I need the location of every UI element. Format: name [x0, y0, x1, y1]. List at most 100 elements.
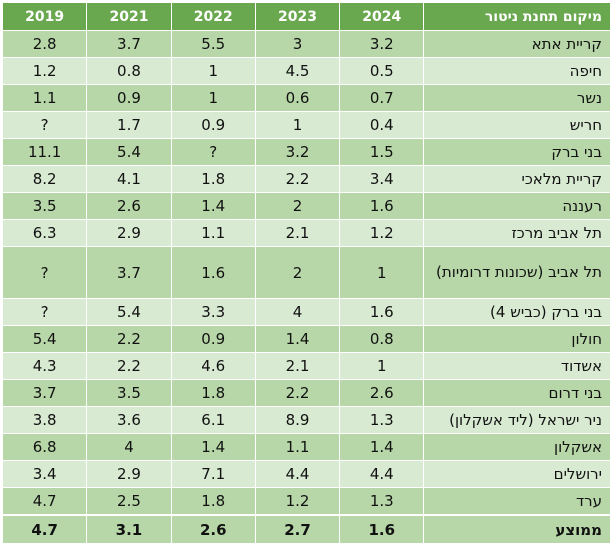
value-2024: 1.6	[339, 298, 425, 326]
value-2023: 2.1	[254, 219, 341, 247]
value-2023: 2.2	[254, 165, 341, 193]
average-label: ממוצע	[423, 514, 611, 544]
value-2024: 1.6	[339, 192, 425, 220]
value-2023: 2	[254, 192, 341, 220]
value-2022: 0.9	[170, 325, 256, 353]
value-2024: 1.5	[339, 138, 425, 166]
value-2023: 2.1	[254, 352, 341, 380]
value-2023: 8.9	[254, 406, 341, 434]
value-2019: 3.5	[1, 192, 88, 220]
header-year-2022: 2022	[170, 2, 256, 31]
value-2019: 11.1	[1, 138, 88, 166]
station-location: ערד	[423, 487, 611, 516]
table-row: תל אביב (שכונות דרומיות) 1 2 1.6 3.7?	[1, 246, 611, 299]
table-body: קריית אתא 3.2 3 5.5 3.7 2.8 חיפה 0.5 4.5 1 0.8 1.2 נ…	[1, 30, 611, 516]
value-2022: 1.8	[170, 165, 256, 193]
station-location: קריית מלאכי	[423, 165, 611, 193]
value-2021: 0.9	[86, 84, 172, 112]
value-2023: 4	[254, 298, 341, 326]
value-2022: 7.1	[170, 460, 256, 488]
table-row: ירושלים 4.4 4.4 7.1 2.9 3.4	[1, 460, 611, 488]
table-row: קריית אתא 3.2 3 5.5 3.7 2.8	[1, 30, 611, 58]
value-2021: 1.7	[86, 111, 172, 139]
value-2021: 2.9	[86, 460, 172, 488]
average-2021: 3.1	[86, 514, 172, 544]
value-2022: ?	[170, 138, 256, 166]
average-2024: 1.6	[339, 514, 425, 544]
table-row: רעננה 1.6 2 1.4 2.6 3.5	[1, 192, 611, 220]
value-2022: 1.1	[170, 219, 256, 247]
value-2022: 6.1	[170, 406, 256, 434]
station-location: תל אביב (שכונות דרומיות)	[423, 246, 611, 299]
station-location: אשקלון	[423, 433, 611, 461]
value-2021: 3.7	[86, 246, 172, 299]
value-2019: 3.8	[1, 406, 88, 434]
average-2022: 2.6	[170, 514, 256, 544]
table-row: ניר ישראל (ליד אשקלון) 1.3 8.9 6.1 3.6 3.8	[1, 406, 611, 434]
table-row: בני ברק (כביש 4) 1.6 4 3.3 5.4?	[1, 298, 611, 326]
value-2022: 1	[170, 57, 256, 85]
value-2024: 0.4	[339, 111, 425, 139]
value-2023: 3	[254, 30, 341, 58]
value-2019: ?	[1, 111, 88, 139]
value-2022: 1	[170, 84, 256, 112]
station-location: חולון	[423, 325, 611, 353]
average-row: ממוצע 1.6 2.7 2.6 3.1 4.7	[1, 514, 611, 544]
value-2021: 3.5	[86, 379, 172, 407]
value-2023: 2	[254, 246, 341, 299]
header-year-2023: 2023	[254, 2, 341, 31]
value-2021: 3.6	[86, 406, 172, 434]
table-row: בני ברק 1.5 3.2? 5.4 11.1	[1, 138, 611, 166]
station-location: בני ברק	[423, 138, 611, 166]
header-location: מיקום תחנת ניטור	[423, 2, 611, 31]
value-2019: 3.4	[1, 460, 88, 488]
table-row: חיפה 0.5 4.5 1 0.8 1.2	[1, 57, 611, 85]
table-row: חולון 0.8 1.4 0.9 2.2 5.4	[1, 325, 611, 353]
table-row: תל אביב מרכז 1.2 2.1 1.1 2.9 6.3	[1, 219, 611, 247]
value-2024: 1.2	[339, 219, 425, 247]
value-2019: 2.8	[1, 30, 88, 58]
value-2023: 3.2	[254, 138, 341, 166]
table-row: נשר 0.7 0.6 1 0.9 1.1	[1, 84, 611, 112]
table-row: קריית מלאכי 3.4 2.2 1.8 4.1 8.2	[1, 165, 611, 193]
value-2023: 1.1	[254, 433, 341, 461]
header-year-2021: 2021	[86, 2, 172, 31]
value-2022: 1.4	[170, 192, 256, 220]
value-2024: 1.4	[339, 433, 425, 461]
value-2024: 0.8	[339, 325, 425, 353]
value-2021: 2.2	[86, 325, 172, 353]
value-2022: 0.9	[170, 111, 256, 139]
average-2019: 4.7	[1, 514, 88, 544]
station-location: ירושלים	[423, 460, 611, 488]
value-2019: 5.4	[1, 325, 88, 353]
value-2021: 0.8	[86, 57, 172, 85]
value-2021: 5.4	[86, 138, 172, 166]
value-2019: 4.3	[1, 352, 88, 380]
table-row: חריש 0.4 1 0.9 1.7?	[1, 111, 611, 139]
table-row: בני דרום 2.6 2.2 1.8 3.5 3.7	[1, 379, 611, 407]
value-2022: 1.8	[170, 487, 256, 516]
value-2019: ?	[1, 246, 88, 299]
value-2024: 0.5	[339, 57, 425, 85]
value-2019: 3.7	[1, 379, 88, 407]
value-2019: ?	[1, 298, 88, 326]
value-2019: 6.8	[1, 433, 88, 461]
value-2024: 1	[339, 352, 425, 380]
value-2021: 3.7	[86, 30, 172, 58]
value-2021: 2.5	[86, 487, 172, 516]
value-2019: 4.7	[1, 487, 88, 516]
station-location: אשדוד	[423, 352, 611, 380]
table-row: אשדוד 1 2.1 4.6 2.2 4.3	[1, 352, 611, 380]
value-2023: 4.4	[254, 460, 341, 488]
station-location: ניר ישראל (ליד אשקלון)	[423, 406, 611, 434]
value-2024: 3.4	[339, 165, 425, 193]
value-2024: 4.4	[339, 460, 425, 488]
value-2023: 4.5	[254, 57, 341, 85]
value-2024: 1	[339, 246, 425, 299]
value-2022: 1.4	[170, 433, 256, 461]
value-2021: 2.2	[86, 352, 172, 380]
value-2023: 2.2	[254, 379, 341, 407]
average-2023: 2.7	[254, 514, 341, 544]
value-2021: 2.6	[86, 192, 172, 220]
